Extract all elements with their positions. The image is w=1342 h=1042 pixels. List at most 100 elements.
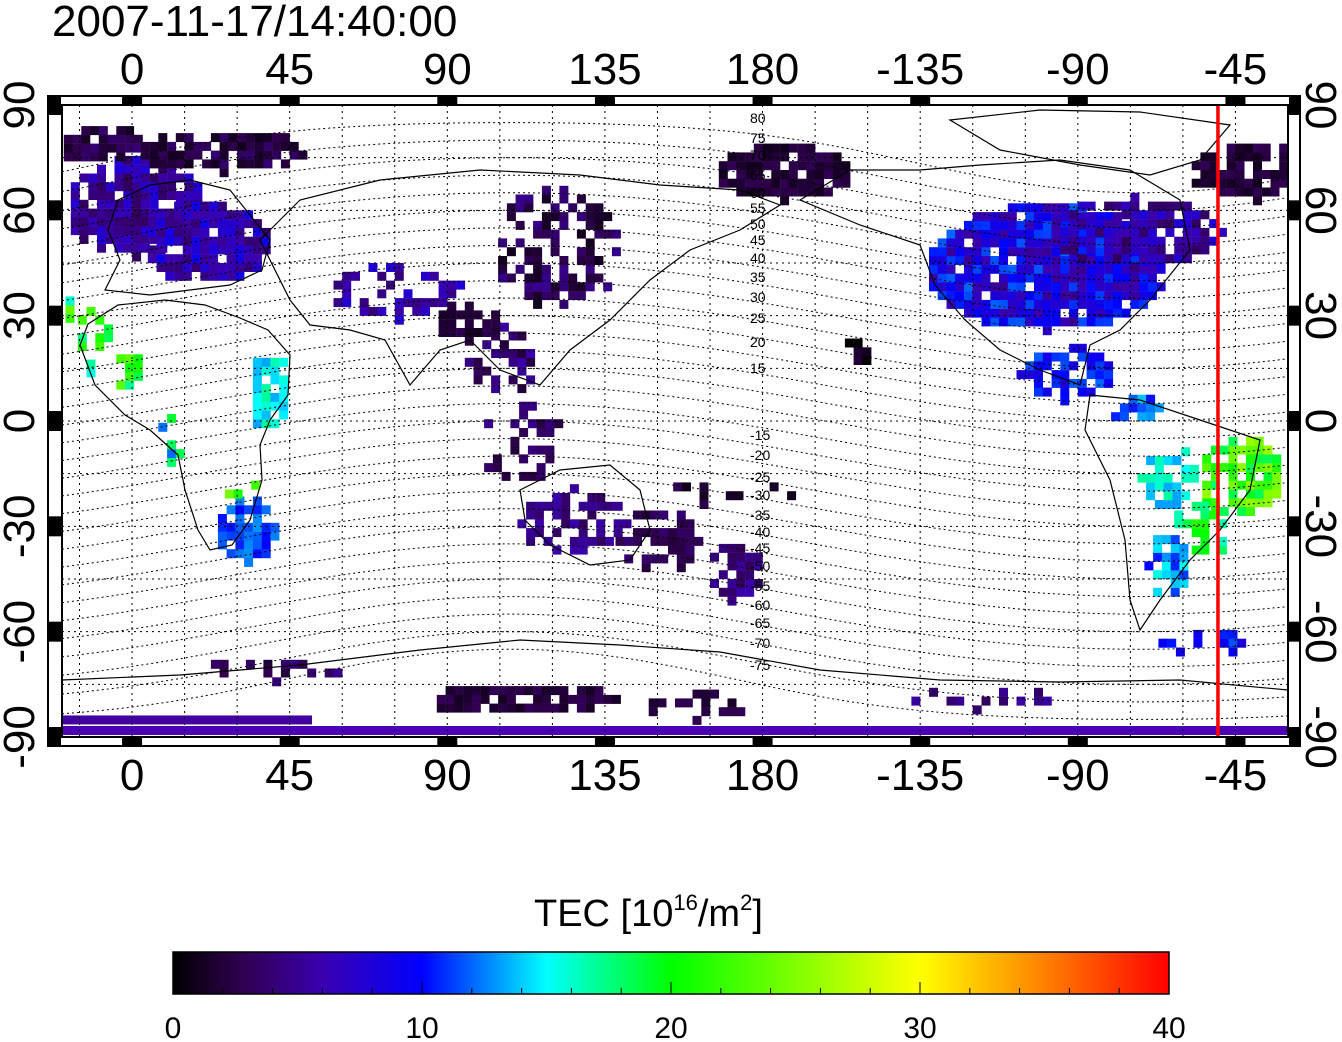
tec-cell (1181, 491, 1191, 501)
tec-cell (1217, 536, 1227, 546)
tec-cell (972, 264, 982, 274)
tec-cell (736, 561, 746, 571)
tec-cell (506, 212, 516, 222)
tec-cell (226, 227, 236, 237)
tec-cell (167, 457, 177, 467)
tec-cell (648, 698, 658, 708)
tec-cell (386, 280, 395, 290)
tec-cell (1130, 273, 1140, 283)
tec-cell (123, 226, 133, 236)
tec-cell (499, 340, 509, 350)
tec-cell (244, 219, 254, 229)
tec-cell (780, 187, 790, 197)
tec-cell (981, 212, 991, 222)
tec-cell (1174, 254, 1184, 264)
tec-cell (771, 187, 781, 197)
tec-cell (1095, 212, 1105, 222)
tec-cell (568, 282, 578, 292)
tec-cell (699, 500, 709, 509)
tec-cell (200, 201, 210, 211)
lat-tick-left (49, 621, 61, 642)
tec-cell (498, 273, 508, 283)
tec-cell (1174, 510, 1184, 520)
longitude-labels-top: 0 45 90 135 180 -135 -90 -45 (120, 45, 1267, 94)
tec-cell (237, 150, 247, 160)
tec-cell (1165, 254, 1175, 264)
tec-cell (324, 668, 334, 678)
tec-cell (175, 191, 185, 200)
tec-cell (174, 271, 184, 281)
tec-cell (217, 514, 227, 523)
tec-cell (1217, 227, 1227, 237)
tec-cell (158, 182, 168, 192)
tec-cell (1244, 187, 1254, 197)
tec-cell (123, 155, 133, 165)
tec-cell (182, 219, 192, 229)
tec-cell (736, 570, 746, 580)
tec-cell (1153, 535, 1163, 545)
tec-cell (1279, 152, 1288, 162)
tec-cell (132, 226, 142, 236)
tec-cell (1272, 471, 1282, 481)
tec-cell (585, 203, 595, 213)
tec-cell (964, 299, 973, 309)
tec-cell (228, 141, 238, 151)
tec-cell (1156, 254, 1166, 264)
tec-cell (133, 354, 143, 364)
mlat-contour (62, 455, 1288, 527)
tec-cell (725, 491, 735, 501)
tec-cell (1219, 629, 1229, 639)
tec-cell (147, 227, 157, 237)
longitude-labels-bottom: 0 45 90 135 180 -135 -90 -45 (120, 751, 1267, 800)
lat-label-left: -30 (0, 495, 44, 559)
tec-cell (613, 528, 623, 538)
tec-cell (104, 333, 113, 343)
tec-cell (506, 273, 516, 283)
tec-cell (1261, 170, 1271, 179)
tec-cell (233, 489, 243, 499)
tec-cell (254, 159, 264, 169)
tec-cell (394, 271, 404, 281)
tec-cell (147, 254, 157, 264)
tec-cell (1200, 227, 1210, 237)
tec-cell (823, 161, 833, 171)
lon-label-top: -45 (1204, 45, 1268, 94)
tec-cell (929, 282, 938, 292)
tec-cell (167, 440, 177, 450)
tec-cell (946, 247, 956, 257)
tec-cell (1130, 256, 1140, 265)
tec-cell (149, 150, 159, 160)
tec-cell (191, 227, 201, 237)
tec-cell (473, 328, 483, 337)
tec-cell (1121, 254, 1131, 264)
tec-cell (1139, 299, 1149, 309)
tec-cell (235, 227, 245, 237)
tec-cell (685, 536, 695, 546)
tec-cell (699, 482, 709, 492)
tec-cell (1034, 696, 1043, 706)
tec-cell (1193, 629, 1203, 639)
tec-cell (506, 686, 516, 696)
tec-cell (585, 238, 595, 248)
tec-cell (174, 263, 184, 272)
tec-cell (685, 519, 695, 529)
tec-cell (1209, 236, 1219, 246)
tec-cell (1161, 552, 1171, 562)
tec-cell (1170, 552, 1180, 562)
tec-cell (88, 173, 98, 183)
tec-cell (955, 291, 965, 301)
tec-cell (498, 264, 508, 274)
lon-tick-bottom (1067, 738, 1088, 745)
tec-cell (254, 150, 264, 160)
tec-cell (81, 134, 91, 144)
tec-cell (167, 414, 177, 423)
tec-cell (650, 554, 660, 564)
lat-label-right: 30 (1296, 291, 1342, 340)
tec-cell (482, 366, 492, 376)
tec-cell (1235, 152, 1245, 162)
tec-cell (745, 561, 755, 571)
tec-cell (86, 359, 96, 369)
tec-cell (624, 554, 634, 564)
tec-cell (252, 227, 262, 237)
tec-cell (727, 707, 737, 717)
